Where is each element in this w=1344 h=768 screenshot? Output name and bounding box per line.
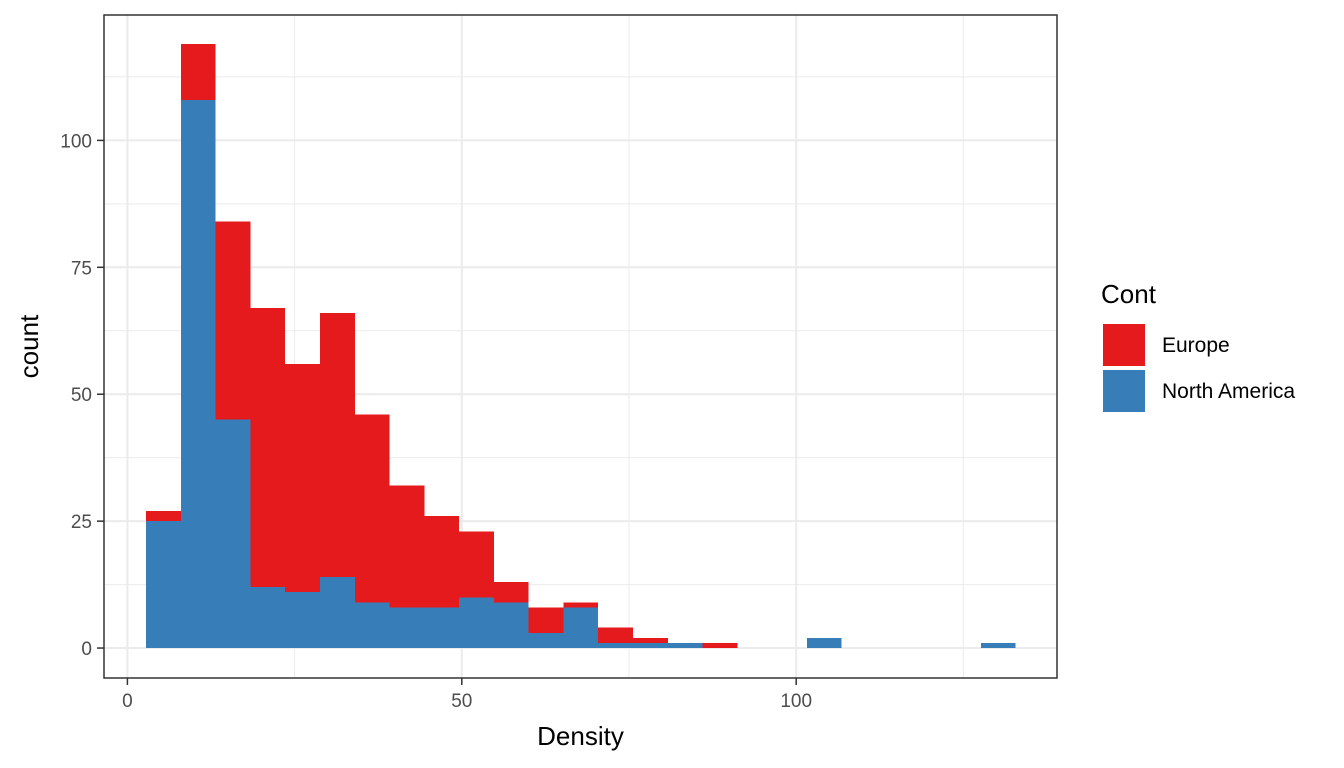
bar-north-america [632,642,668,649]
bar-north-america [389,607,425,649]
bar-north-america [493,602,529,649]
bar-europe [598,627,633,643]
legend-key-north-america [1103,370,1145,412]
bar-north-america [180,99,216,649]
bar-north-america [320,576,355,649]
y-tick-label: 25 [71,512,92,533]
bar-europe [424,516,460,608]
bar-north-america [980,642,1016,649]
bar-north-america [146,521,181,649]
panel-border [103,14,1058,679]
bar-north-america [250,587,286,649]
y-axis-title: count [14,314,44,378]
x-axis-title: Density [537,721,624,751]
bar-europe [215,221,251,420]
bar-europe [702,642,738,649]
bar-europe [285,363,321,593]
histogram-bars [146,43,1016,649]
bar-north-america [598,642,633,649]
bar-europe [320,312,355,577]
legend: Cont Europe North America [1101,279,1295,412]
bar-north-america [215,419,251,649]
bar-europe [180,43,216,100]
bar-europe [493,582,529,603]
x-axis-ticks: 0 50 100 [122,678,812,712]
y-tick-label: 75 [71,258,92,279]
bar-north-america [806,637,842,649]
bar-north-america [667,642,703,649]
y-tick-label: 100 [60,131,92,152]
bar-europe [354,414,390,603]
bar-north-america [424,607,460,649]
bar-europe [389,485,425,608]
bar-europe [632,637,668,643]
bar-north-america [528,632,564,649]
x-tick-label: 50 [451,691,472,712]
x-tick-label: 100 [780,691,812,712]
legend-key-europe [1103,324,1145,366]
bar-europe [459,531,494,598]
bar-europe [528,607,564,633]
bar-north-america [563,607,599,649]
bar-europe [250,307,286,588]
y-tick-label: 0 [81,639,92,660]
y-axis-ticks: 0 25 50 75 100 [60,131,104,660]
x-tick-label: 0 [122,691,133,712]
y-tick-label: 50 [71,385,92,406]
legend-label-north-america: North America [1162,380,1295,403]
bar-north-america [354,602,390,649]
bar-north-america [459,597,494,649]
legend-title: Cont [1101,279,1157,309]
bar-europe [563,602,599,608]
legend-label-europe: Europe [1162,334,1230,357]
bar-north-america [285,592,321,649]
bar-europe [146,510,181,522]
